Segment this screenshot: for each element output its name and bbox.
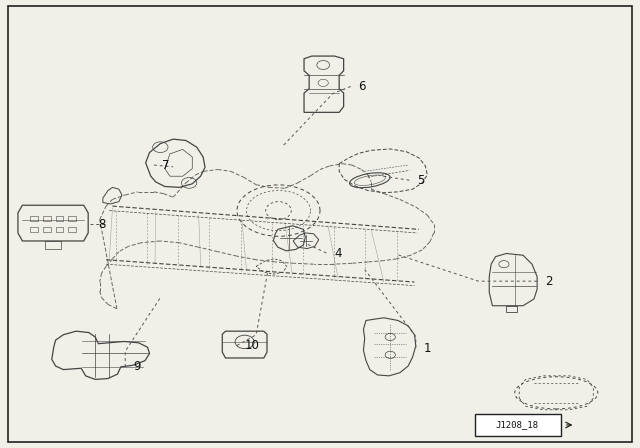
Text: 1: 1: [424, 342, 431, 355]
Bar: [56, 227, 63, 232]
Bar: [474, 414, 561, 436]
Bar: [56, 216, 63, 221]
Text: 9: 9: [133, 360, 140, 374]
Text: 2: 2: [545, 275, 552, 288]
Text: 6: 6: [358, 80, 366, 93]
Text: 7: 7: [162, 159, 169, 172]
Bar: [68, 227, 76, 232]
Text: 8: 8: [98, 217, 105, 231]
Text: 4: 4: [334, 246, 342, 259]
Bar: [43, 216, 51, 221]
Bar: [43, 227, 51, 232]
Text: 5: 5: [417, 174, 424, 187]
Bar: [68, 216, 76, 221]
Text: 10: 10: [244, 339, 259, 352]
Bar: [30, 216, 38, 221]
Bar: [30, 227, 38, 232]
Text: J1208_18: J1208_18: [495, 421, 538, 430]
